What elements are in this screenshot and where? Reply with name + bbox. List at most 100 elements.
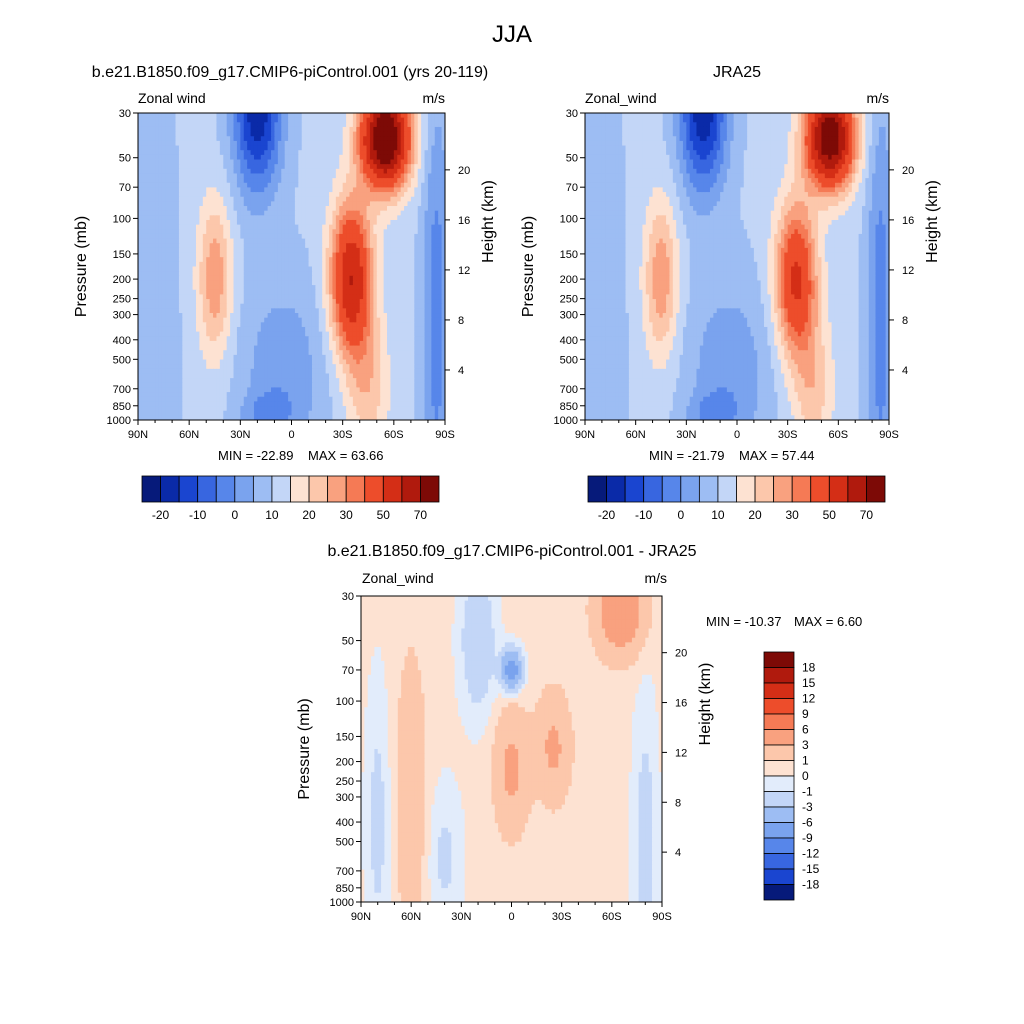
panel-obs-height-tick-label: 12 [902, 265, 914, 277]
panel-diff-height-tick-label: 12 [675, 747, 687, 759]
panel-diff-units: m/s [644, 570, 667, 586]
panel-obs-y-tick-label: 400 [560, 335, 578, 347]
colorbar-model-label: -10 [189, 508, 207, 522]
panel-diff-min: MIN = -10.37 [706, 614, 782, 629]
panel-obs-x-tick-label: 60S [829, 429, 849, 441]
colorbar-obs-swatch [624, 475, 645, 503]
colorbar-diff-label: -9 [802, 831, 813, 845]
colorbar-diff-label: 18 [802, 661, 816, 675]
colorbar-model-swatch [234, 475, 254, 503]
panel-diff-y-tick-label: 250 [336, 776, 354, 788]
colorbar-diff-swatch [763, 853, 795, 870]
colorbar-model-swatch [401, 475, 421, 503]
colorbar-diff-label: -18 [802, 878, 820, 892]
panel-diff-y-tick-label: 70 [342, 665, 354, 677]
panel-obs-y-tick-label: 700 [560, 384, 578, 396]
colorbar-obs-label: 70 [860, 508, 874, 522]
colorbar-obs: -20 -10 0 10 20 30 50 70 [587, 475, 886, 522]
panel-obs-min: MIN = -21.79 [649, 448, 725, 463]
panel-diff-x-tick-label: 30S [552, 911, 572, 923]
colorbar-obs-label: 0 [677, 508, 684, 522]
colorbar-obs-label: 30 [786, 508, 800, 522]
panel-diff-height-tick-label: 20 [675, 648, 687, 660]
panel-diff-x-tick-label: 30N [451, 911, 471, 923]
panel-diff-height-tick-label: 4 [675, 847, 681, 859]
panel-diff-x-tick-label: 60S [602, 911, 622, 923]
panel-diff: b.e21.B1850.f09_g17.CMIP6-piControl.001 … [296, 543, 862, 923]
colorbar-obs-swatch [866, 475, 886, 503]
panel-obs-max: MAX = 57.44 [739, 448, 815, 463]
colorbar-model-swatch [160, 475, 180, 503]
colorbar-obs-label: 20 [748, 508, 762, 522]
panel-model-max: MAX = 63.66 [308, 448, 384, 463]
colorbar-diff-label: -12 [802, 847, 820, 861]
colorbar-diff-swatch [763, 744, 795, 761]
panel-diff-ylabel: Pressure (mb) [296, 698, 313, 799]
colorbar-model-swatch [327, 475, 347, 503]
colorbar-obs-swatch [698, 475, 719, 503]
colorbar-diff-label: 6 [802, 723, 809, 737]
panel-model-ylabel-right: Height (km) [480, 180, 497, 263]
colorbar-obs-swatch [606, 475, 626, 503]
colorbar-obs-swatch [680, 475, 700, 503]
colorbar-model: -20 -10 0 10 20 30 50 70 [141, 475, 440, 522]
colorbar-diff-label: 3 [802, 738, 809, 752]
colorbar-diff-swatch [763, 713, 795, 730]
panel-model-y-tick-label: 500 [113, 354, 131, 366]
colorbar-model-swatch [178, 475, 199, 503]
panel-model-ylabel: Pressure (mb) [73, 216, 90, 317]
colorbar-obs-swatch [773, 475, 793, 503]
panel-diff-max: MAX = 6.60 [794, 614, 862, 629]
panel-model-y-tick-label: 700 [113, 384, 131, 396]
panel-model-x-tick-label: 30N [230, 429, 250, 441]
panel-model-y-tick-label: 200 [113, 274, 131, 286]
panel-model-y-tick-label: 300 [113, 310, 131, 322]
panel-model-min: MIN = -22.89 [218, 448, 294, 463]
panel-obs-y-tick-label: 50 [566, 153, 578, 165]
panel-obs-variable: Zonal_wind [585, 90, 657, 106]
panel-obs-title: JRA25 [713, 64, 761, 81]
panel-model-x-tick-label: 0 [288, 429, 294, 441]
colorbar-diff-swatch [763, 682, 795, 699]
panel-diff-y-tick-label: 850 [336, 883, 354, 895]
colorbar-diff-swatch [763, 667, 795, 684]
panel-obs-height-tick-label: 8 [902, 315, 908, 327]
colorbar-model-swatch [290, 475, 310, 503]
panel-diff-x-tick-label: 0 [508, 911, 514, 923]
colorbar-diff-label: 0 [802, 769, 809, 783]
panel-obs-units: m/s [866, 90, 889, 106]
panel-model-x-tick-label: 30S [333, 429, 353, 441]
colorbar-obs-swatch [717, 475, 737, 503]
colorbar-diff-swatch [763, 698, 795, 715]
panel-obs-height-tick-label: 16 [902, 215, 914, 227]
colorbar-model-swatch [215, 475, 236, 503]
panel-diff-y-tick-label: 50 [342, 636, 354, 648]
colorbar-obs-swatch [754, 475, 775, 503]
panel-model-height-tick-label: 8 [458, 315, 464, 327]
colorbar-diff-label: 15 [802, 676, 816, 690]
colorbar-obs-swatch [661, 475, 682, 503]
panel-model-height-tick-label: 4 [458, 365, 464, 377]
colorbar-diff-label: 12 [802, 692, 816, 706]
colorbar-obs-label: -20 [598, 508, 616, 522]
colorbar-diff-swatch [763, 791, 795, 808]
panel-obs-x-tick-label: 0 [734, 429, 740, 441]
colorbar-obs-swatch [847, 475, 867, 503]
panel-obs-y-tick-label: 250 [560, 294, 578, 306]
panel-obs-y-tick-label: 30 [566, 108, 578, 120]
panel-model-x-tick-label: 90S [435, 429, 455, 441]
panel-obs-y-tick-label: 70 [566, 182, 578, 194]
colorbar-obs-swatch [643, 475, 663, 503]
colorbar-model-swatch [420, 475, 440, 503]
colorbar-model-label: 0 [231, 508, 238, 522]
panel-model: b.e21.B1850.f09_g17.CMIP6-piControl.001 … [73, 64, 497, 463]
panel-diff-y-tick-label: 100 [336, 696, 354, 708]
colorbar-diff-swatch [763, 837, 795, 854]
panel-obs-y-tick-label: 150 [560, 249, 578, 261]
colorbar-obs-swatch [810, 475, 830, 503]
panel-diff-x-tick-label: 90S [652, 911, 672, 923]
colorbar-model-swatch [271, 475, 291, 503]
panel-model-y-tick-label: 1000 [107, 415, 131, 427]
colorbar-model-label: 10 [265, 508, 279, 522]
